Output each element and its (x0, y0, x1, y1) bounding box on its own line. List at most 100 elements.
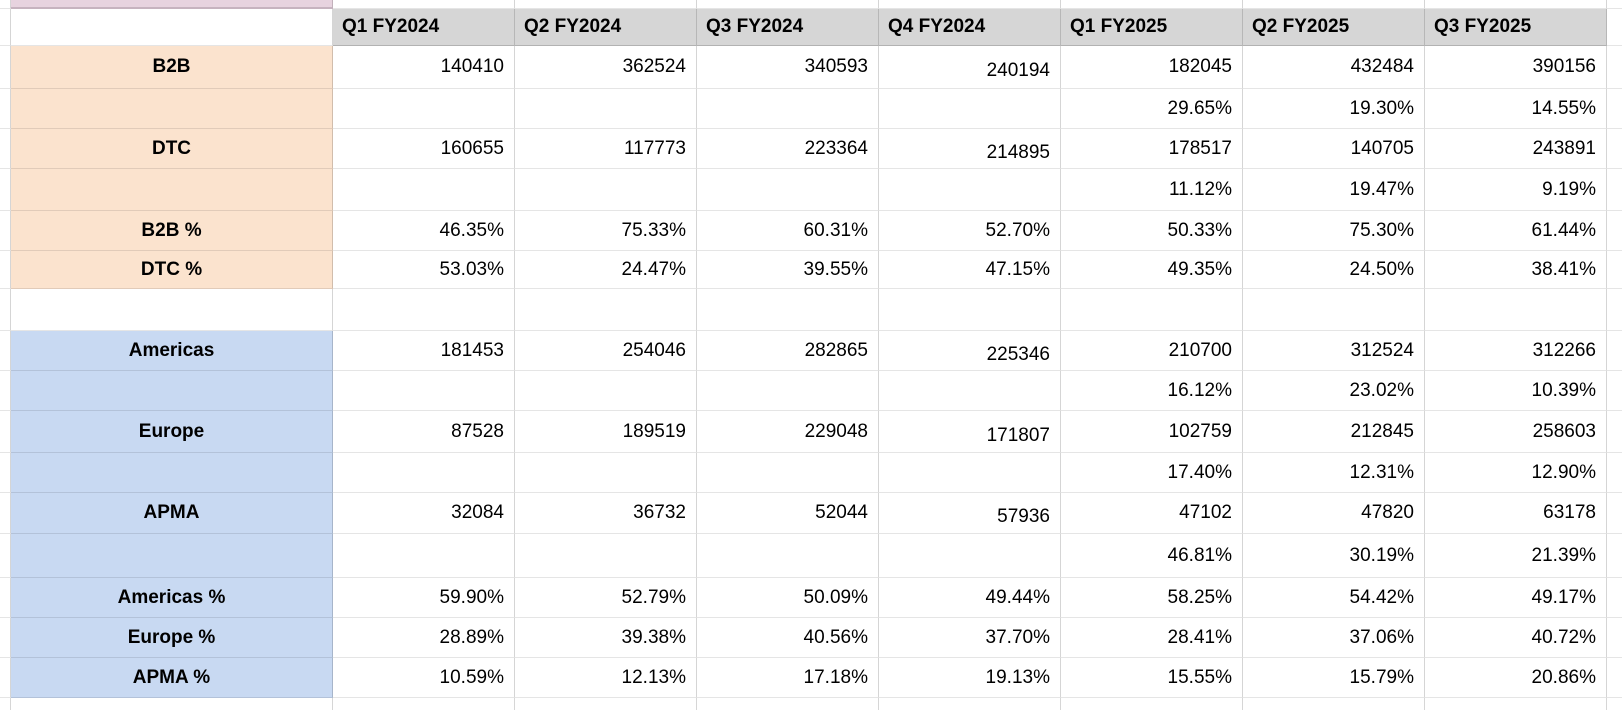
column-header[interactable]: Q2 FY2025 (1243, 9, 1425, 46)
data-cell[interactable]: 10.59% (333, 658, 515, 698)
data-cell[interactable]: 57936 (879, 493, 1061, 534)
data-cell[interactable]: 53.03% (333, 251, 515, 289)
data-cell[interactable]: 47820 (1243, 493, 1425, 534)
data-cell[interactable]: 60.31% (697, 211, 879, 251)
row-label[interactable]: APMA % (11, 658, 333, 698)
corner-pink-cell[interactable] (11, 0, 333, 9)
data-cell[interactable]: 212845 (1243, 411, 1425, 453)
data-cell[interactable]: 102759 (1061, 411, 1243, 453)
data-cell[interactable]: 140705 (1243, 129, 1425, 169)
data-cell[interactable] (1243, 289, 1425, 331)
column-header[interactable]: Q1 FY2025 (1061, 9, 1243, 46)
data-cell[interactable]: 50.09% (697, 578, 879, 618)
header-blank-cell[interactable] (11, 9, 333, 46)
data-cell[interactable]: 20.86% (1425, 658, 1607, 698)
row-label[interactable] (11, 371, 333, 411)
data-cell[interactable] (333, 89, 515, 129)
data-cell[interactable] (515, 534, 697, 578)
data-cell[interactable]: 243891 (1425, 129, 1607, 169)
data-cell[interactable] (879, 534, 1061, 578)
row-label[interactable] (11, 169, 333, 211)
data-cell[interactable]: 87528 (333, 411, 515, 453)
data-cell[interactable]: 21.39% (1425, 534, 1607, 578)
data-cell[interactable]: 37.70% (879, 618, 1061, 658)
data-cell[interactable]: 23.02% (1243, 371, 1425, 411)
data-cell[interactable]: 19.47% (1243, 169, 1425, 211)
data-cell[interactable]: 75.30% (1243, 211, 1425, 251)
data-cell[interactable]: 49.35% (1061, 251, 1243, 289)
data-cell[interactable]: 28.41% (1061, 618, 1243, 658)
data-cell[interactable]: 38.41% (1425, 251, 1607, 289)
data-cell[interactable]: 312266 (1425, 331, 1607, 371)
data-cell[interactable] (515, 289, 697, 331)
data-cell[interactable] (697, 371, 879, 411)
row-label[interactable]: Americas % (11, 578, 333, 618)
column-header[interactable]: Q2 FY2024 (515, 9, 697, 46)
data-cell[interactable]: 75.33% (515, 211, 697, 251)
data-cell[interactable]: 37.06% (1243, 618, 1425, 658)
data-cell[interactable] (697, 289, 879, 331)
data-cell[interactable]: 10.39% (1425, 371, 1607, 411)
data-cell[interactable]: 40.72% (1425, 618, 1607, 658)
data-cell[interactable] (333, 453, 515, 493)
data-cell[interactable]: 28.89% (333, 618, 515, 658)
data-cell[interactable]: 46.81% (1061, 534, 1243, 578)
data-cell[interactable]: 12.90% (1425, 453, 1607, 493)
data-cell[interactable]: 39.55% (697, 251, 879, 289)
data-cell[interactable]: 282865 (697, 331, 879, 371)
data-cell[interactable]: 29.65% (1061, 89, 1243, 129)
data-cell[interactable]: 14.55% (1425, 89, 1607, 129)
data-cell[interactable]: 40.56% (697, 618, 879, 658)
row-label[interactable]: Europe (11, 411, 333, 453)
data-cell[interactable] (879, 453, 1061, 493)
data-cell[interactable]: 19.30% (1243, 89, 1425, 129)
data-cell[interactable] (1061, 289, 1243, 331)
data-cell[interactable] (879, 371, 1061, 411)
data-cell[interactable]: 432484 (1243, 46, 1425, 89)
data-cell[interactable]: 160655 (333, 129, 515, 169)
data-cell[interactable]: 140410 (333, 46, 515, 89)
data-cell[interactable]: 210700 (1061, 331, 1243, 371)
data-cell[interactable]: 63178 (1425, 493, 1607, 534)
data-cell[interactable]: 39.38% (515, 618, 697, 658)
data-cell[interactable]: 223364 (697, 129, 879, 169)
data-cell[interactable] (697, 453, 879, 493)
row-label[interactable]: DTC % (11, 251, 333, 289)
data-cell[interactable] (333, 534, 515, 578)
data-cell[interactable]: 11.12% (1061, 169, 1243, 211)
data-cell[interactable]: 58.25% (1061, 578, 1243, 618)
data-cell[interactable]: 254046 (515, 331, 697, 371)
data-cell[interactable] (879, 89, 1061, 129)
data-cell[interactable]: 229048 (697, 411, 879, 453)
data-cell[interactable] (515, 453, 697, 493)
data-cell[interactable]: 54.42% (1243, 578, 1425, 618)
data-cell[interactable]: 59.90% (333, 578, 515, 618)
data-cell[interactable]: 61.44% (1425, 211, 1607, 251)
data-cell[interactable]: 171807 (879, 411, 1061, 453)
data-cell[interactable]: 36732 (515, 493, 697, 534)
data-cell[interactable]: 46.35% (333, 211, 515, 251)
column-header[interactable]: Q3 FY2025 (1425, 9, 1607, 46)
data-cell[interactable] (697, 534, 879, 578)
data-cell[interactable]: 49.17% (1425, 578, 1607, 618)
data-cell[interactable]: 47.15% (879, 251, 1061, 289)
row-label[interactable]: DTC (11, 129, 333, 169)
data-cell[interactable]: 362524 (515, 46, 697, 89)
data-cell[interactable] (515, 371, 697, 411)
row-label[interactable]: APMA (11, 493, 333, 534)
data-cell[interactable] (697, 169, 879, 211)
row-label[interactable]: B2B (11, 46, 333, 89)
data-cell[interactable]: 47102 (1061, 493, 1243, 534)
data-cell[interactable]: 24.47% (515, 251, 697, 289)
data-cell[interactable]: 17.40% (1061, 453, 1243, 493)
row-label[interactable]: B2B % (11, 211, 333, 251)
column-header[interactable]: Q3 FY2024 (697, 9, 879, 46)
data-cell[interactable] (879, 289, 1061, 331)
column-header[interactable]: Q1 FY2024 (333, 9, 515, 46)
column-header[interactable]: Q4 FY2024 (879, 9, 1061, 46)
data-cell[interactable]: 19.13% (879, 658, 1061, 698)
data-cell[interactable]: 30.19% (1243, 534, 1425, 578)
data-cell[interactable] (333, 169, 515, 211)
data-cell[interactable]: 225346 (879, 331, 1061, 371)
data-cell[interactable]: 49.44% (879, 578, 1061, 618)
